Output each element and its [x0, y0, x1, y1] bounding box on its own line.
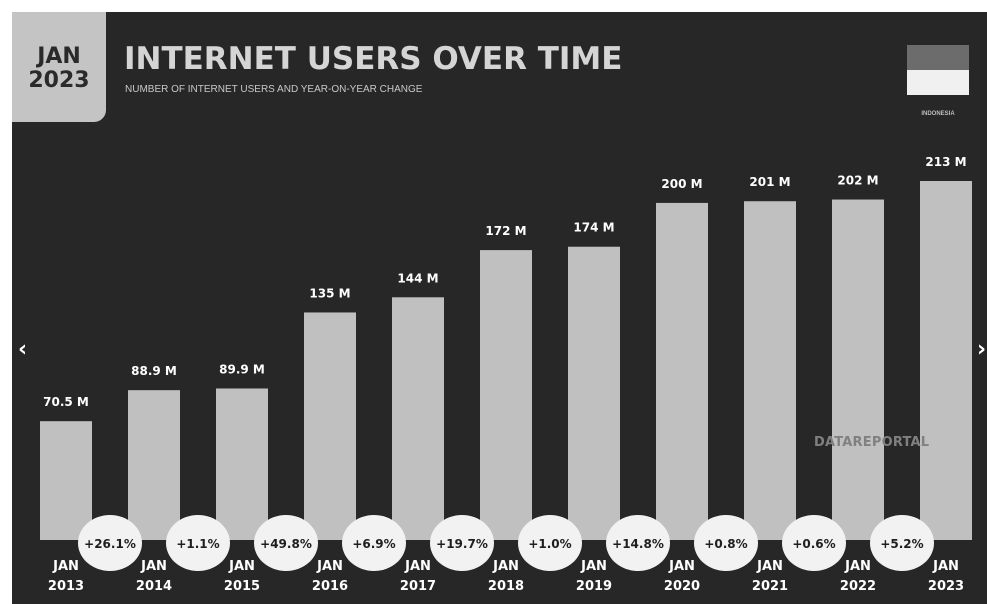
country-label: INDONESIA [921, 111, 955, 117]
change-bubble [342, 515, 406, 571]
change-label: +0.8% [704, 537, 747, 551]
bar [480, 250, 532, 541]
change-label: +5.2% [880, 537, 923, 551]
chart-card: JAN 2023 INTERNET USERS OVER TIME NUMBER… [12, 12, 987, 604]
x-tick-label: JAN 2014 [136, 559, 172, 594]
badge-year: 2023 [28, 68, 90, 93]
next-arrow-icon[interactable]: › [977, 337, 987, 362]
bar-value-label: 89.9 M [219, 362, 265, 376]
chart-title: INTERNET USERS OVER TIME [124, 41, 623, 77]
x-tick-label: JAN 2022 [840, 559, 876, 594]
change-bubble [870, 515, 934, 571]
change-bubble [606, 515, 670, 571]
bar-value-label: 172 M [485, 224, 526, 238]
bar [920, 181, 972, 540]
x-tick-label: JAN 2020 [664, 559, 700, 594]
bar-value-label: 135 M [309, 286, 350, 300]
bar [304, 312, 356, 540]
x-tick-label: JAN 2019 [576, 559, 612, 594]
bar-value-label: 200 M [661, 177, 702, 191]
bar-value-label: 202 M [837, 174, 878, 188]
bar [744, 201, 796, 541]
indonesia-flag-icon [907, 45, 969, 95]
bar-value-label: 201 M [749, 175, 790, 189]
x-tick-label: JAN 2016 [312, 559, 348, 594]
bar-value-label: 144 M [397, 271, 438, 285]
bar [568, 246, 620, 540]
bar-chart: 70.5 M 88.9 M 89.9 M 135 M 144 M 172 M 174 M 20… [40, 155, 972, 594]
previous-arrow-icon[interactable]: ‹ [18, 337, 28, 362]
bar [216, 388, 268, 540]
change-label: +0.6% [792, 537, 835, 551]
change-label: +1.0% [528, 537, 571, 551]
x-tick-label: JAN 2015 [224, 559, 260, 594]
x-tick-label: JAN 2023 [928, 559, 964, 594]
bar [40, 421, 92, 540]
x-tick-label: JAN 2017 [400, 559, 436, 594]
chart-subtitle: NUMBER OF INTERNET USERS AND YEAR-ON-YEA… [125, 84, 423, 95]
bar-value-label: 70.5 M [43, 395, 89, 409]
date-badge: JAN 2023 [12, 12, 106, 122]
change-bubble [166, 515, 230, 571]
change-label: +1.1% [176, 537, 219, 551]
x-tick-label: JAN 2018 [488, 559, 524, 594]
change-label: +6.9% [352, 537, 395, 551]
change-bubble [518, 515, 582, 571]
change-bubble [78, 515, 142, 571]
bar [656, 202, 708, 540]
x-tick-label: JAN 2021 [752, 559, 788, 594]
badge-month: JAN [37, 44, 81, 69]
change-label: +19.7% [436, 537, 488, 551]
bar [832, 199, 884, 540]
bar-value-label: 88.9 M [131, 364, 177, 378]
change-bubble [782, 515, 846, 571]
change-bubble [694, 515, 758, 571]
bar [128, 390, 180, 540]
change-label: +26.1% [84, 537, 136, 551]
change-label: +14.8% [612, 537, 664, 551]
change-bubble [254, 515, 318, 571]
change-label: +49.8% [260, 537, 312, 551]
x-tick-label: JAN 2013 [48, 559, 84, 594]
change-bubble [430, 515, 494, 571]
bar-value-label: 213 M [925, 155, 966, 169]
bar [392, 297, 444, 540]
bar-value-label: 174 M [573, 221, 614, 235]
datareportal-watermark: DATAREPORTAL [814, 435, 930, 450]
